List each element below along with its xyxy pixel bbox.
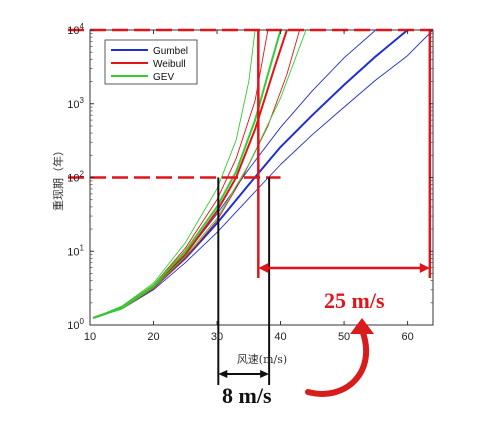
legend-label-gumbel: Gumbel bbox=[153, 46, 188, 57]
series-layer bbox=[92, 29, 434, 319]
x-tick-label: 30 bbox=[211, 331, 223, 343]
curved-arrow-head bbox=[350, 318, 374, 334]
legend-label-gev: GEV bbox=[153, 72, 174, 83]
y-tick-label: 101 bbox=[67, 243, 84, 258]
series-line-gev-main bbox=[92, 29, 282, 319]
annotation-layer bbox=[68, 28, 433, 385]
axis-ticks: 10 20 30 40 50 60 100 101 102 103 104 bbox=[67, 22, 433, 343]
annotation-label-black: 8 m/s bbox=[222, 383, 272, 408]
arrow-red-head-left bbox=[258, 263, 269, 273]
arrow-black-head-right bbox=[260, 370, 270, 378]
series-line-gev-bound bbox=[93, 29, 256, 319]
y-tick-label: 102 bbox=[67, 170, 84, 185]
x-tick-label: 10 bbox=[84, 331, 96, 343]
arrow-red-head-right bbox=[419, 263, 430, 273]
legend: Gumbel Weibull GEV bbox=[104, 39, 198, 85]
y-tick-label: 103 bbox=[67, 96, 84, 111]
series-line-gumbel-bound bbox=[93, 29, 434, 319]
annotation-label-red: 25 m/s bbox=[324, 288, 385, 313]
x-tick-label: 60 bbox=[401, 331, 413, 343]
series-line-gev-bound bbox=[93, 29, 307, 319]
arrow-black-head-left bbox=[218, 370, 228, 378]
y-tick-label: 100 bbox=[67, 317, 84, 332]
x-tick-label: 50 bbox=[338, 331, 350, 343]
y-tick-label: 104 bbox=[67, 22, 84, 37]
y-axis-title: 重现期（年） bbox=[51, 145, 65, 211]
legend-label-weibull: Weibull bbox=[153, 59, 186, 70]
curved-arrow-icon bbox=[305, 327, 370, 397]
x-tick-label: 40 bbox=[274, 331, 286, 343]
x-axis-title: 风速(m/s) bbox=[237, 353, 287, 366]
x-tick-label: 20 bbox=[147, 331, 159, 343]
